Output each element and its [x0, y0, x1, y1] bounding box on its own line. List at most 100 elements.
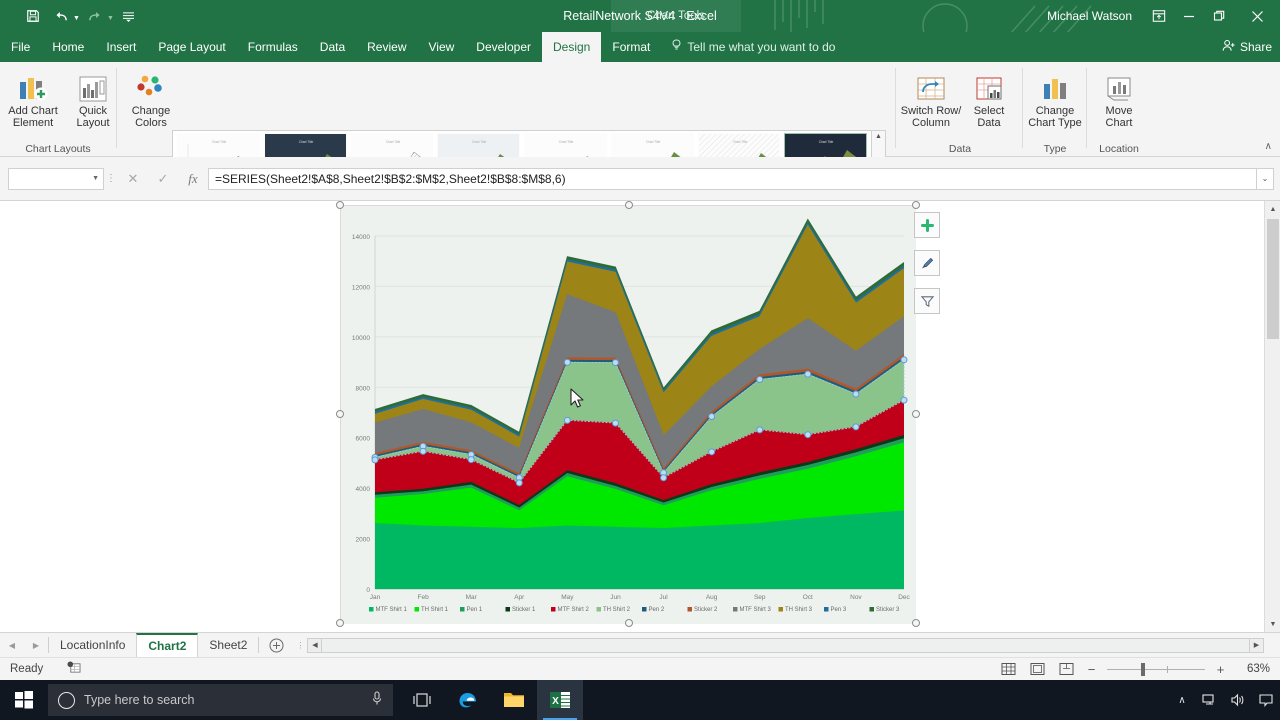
search-box[interactable]: Type here to search	[48, 684, 393, 716]
status-bar-right: − + 63%	[998, 660, 1274, 678]
add-chart-element-button[interactable]: Add Chart Element	[2, 68, 64, 140]
scroll-down-icon[interactable]: ▼	[1269, 620, 1277, 628]
tab-review[interactable]: Review	[367, 40, 407, 54]
sheet-tab-separator-2	[258, 637, 260, 653]
tab-file[interactable]: File	[11, 40, 31, 54]
svg-text:6000: 6000	[356, 436, 371, 443]
svg-text:14000: 14000	[352, 234, 370, 241]
zoom-slider-midpoint	[1167, 665, 1168, 673]
tab-formulas[interactable]: Formulas	[247, 40, 298, 54]
tab-developer[interactable]: Developer	[476, 40, 531, 54]
quick-layout-button[interactable]: Quick Layout	[62, 68, 124, 140]
change-colors-button[interactable]: Change Colors	[120, 68, 182, 140]
chart-plot[interactable]: 0 2000 4000 6000 8000 10000 12000 14000 Jan Feb Ma…	[341, 206, 916, 624]
hscroll-right-icon[interactable]: ▶	[1249, 637, 1264, 653]
selection-handle-tl[interactable]	[336, 201, 344, 209]
svg-text:4000: 4000	[356, 486, 371, 493]
zoom-in-button[interactable]: +	[1216, 661, 1225, 677]
horizontal-scroll-track[interactable]	[322, 637, 1249, 653]
sheet-tab-chart2[interactable]: Chart2	[136, 632, 199, 658]
collapse-ribbon-icon[interactable]: ∧	[1264, 141, 1272, 152]
task-view-icon[interactable]	[399, 680, 445, 720]
action-center-icon[interactable]	[1252, 680, 1280, 720]
zoom-out-button[interactable]: −	[1087, 661, 1096, 677]
sheet-tab-locationinfo[interactable]: LocationInfo	[60, 638, 126, 652]
sheet-tab-sheet2[interactable]: Sheet2	[209, 638, 248, 652]
tab-insert[interactable]: Insert	[106, 40, 137, 54]
tell-me-box[interactable]: Tell me what you want to do	[661, 32, 845, 62]
redo-icon[interactable]	[82, 3, 108, 29]
selection-handle-ml[interactable]	[336, 410, 344, 418]
vertical-scrollbar[interactable]: ▲ ▼	[1264, 201, 1280, 632]
microphone-icon[interactable]	[371, 691, 383, 709]
change-chart-type-button[interactable]: Change Chart Type	[1024, 68, 1086, 140]
chart-object[interactable]: Chart Title 0200040006000800010000120001…	[336, 201, 940, 627]
formula-input[interactable]: =SERIES(Sheet2!$A$8,Sheet2!$B$2:$M$2,She…	[208, 167, 1256, 190]
sheet-nav-first-icon[interactable]: ◀	[8, 640, 16, 650]
chart-filters-button[interactable]	[914, 288, 940, 314]
chart-styles-button[interactable]	[914, 250, 940, 276]
zoom-level-label[interactable]: 63%	[1246, 663, 1270, 675]
scroll-up-icon[interactable]: ▲	[1269, 205, 1277, 213]
tab-format[interactable]: Format	[612, 40, 651, 54]
selection-handle-bc[interactable]	[625, 619, 633, 627]
redo-dropdown-icon[interactable]: ▼	[106, 14, 114, 22]
svg-text:Sticker 1: Sticker 1	[512, 607, 536, 613]
chart-elements-button[interactable]	[914, 212, 940, 238]
undo-dropdown-icon[interactable]: ▼	[73, 14, 80, 22]
selection-handle-tr[interactable]	[912, 201, 920, 209]
normal-view-button[interactable]	[998, 660, 1018, 678]
zoom-slider[interactable]	[1107, 662, 1205, 676]
close-icon[interactable]	[1234, 0, 1280, 32]
cancel-formula-icon[interactable]: ✕	[127, 170, 139, 186]
insert-function-icon[interactable]: fx	[188, 170, 198, 186]
gallery-scroll-up-icon[interactable]: ▲	[875, 133, 882, 140]
hscroll-left-icon[interactable]: ◀	[307, 637, 323, 653]
expand-formula-bar-icon[interactable]: ⌄	[1256, 167, 1274, 190]
enter-formula-icon[interactable]: ✓	[157, 170, 169, 186]
switch-row-column-button[interactable]: Switch Row/ Column	[900, 68, 962, 140]
tab-view[interactable]: View	[428, 40, 455, 54]
sheet-nav-last-icon[interactable]: ▶	[32, 640, 40, 650]
ribbon-display-options-icon[interactable]	[1144, 0, 1174, 32]
excel-icon[interactable]: X	[537, 680, 583, 720]
macro-record-icon[interactable]	[67, 661, 81, 677]
tab-design[interactable]: Design	[542, 32, 602, 62]
minimize-icon[interactable]	[1174, 0, 1204, 32]
svg-text:Chart Title: Chart Title	[298, 140, 313, 144]
name-box-dropdown-icon[interactable]: ▼	[92, 175, 99, 182]
tab-home[interactable]: Home	[52, 40, 85, 54]
page-layout-view-button[interactable]	[1027, 660, 1047, 678]
page-break-preview-button[interactable]	[1056, 660, 1076, 678]
tab-data[interactable]: Data	[319, 40, 346, 54]
edge-icon[interactable]	[445, 680, 491, 720]
zoom-slider-thumb[interactable]	[1141, 662, 1145, 676]
add-sheet-button[interactable]	[259, 638, 293, 653]
select-data-button[interactable]: Select Data	[958, 68, 1020, 140]
horizontal-scroll-grip[interactable]: ⋮	[296, 640, 305, 650]
file-explorer-icon[interactable]	[491, 680, 537, 720]
show-hidden-icons-icon[interactable]: ∧	[1178, 694, 1186, 706]
move-chart-button[interactable]: Move Chart	[1088, 68, 1150, 140]
select-data-icon	[975, 72, 1003, 102]
selection-handle-mr[interactable]	[912, 410, 920, 418]
save-icon[interactable]	[20, 3, 46, 29]
vertical-scroll-thumb[interactable]	[1267, 219, 1279, 339]
selection-handle-bl[interactable]	[336, 619, 344, 627]
selection-handle-tc[interactable]	[625, 201, 633, 209]
customize-qat-icon[interactable]	[116, 3, 142, 29]
share-button[interactable]: Share	[1222, 32, 1272, 62]
sheet-nav-buttons[interactable]: ◀ ▶	[0, 641, 48, 650]
svg-text:Feb: Feb	[417, 594, 429, 601]
volume-icon[interactable]	[1224, 680, 1252, 720]
network-icon[interactable]	[1196, 680, 1224, 720]
switch-row-column-icon	[916, 72, 946, 102]
start-button[interactable]	[0, 680, 48, 720]
restore-icon[interactable]	[1204, 0, 1234, 32]
name-box[interactable]: ▼	[8, 167, 104, 190]
account-name[interactable]: Michael Watson	[1047, 9, 1132, 23]
selection-handle-br[interactable]	[912, 619, 920, 627]
tab-page-layout[interactable]: Page Layout	[158, 40, 226, 54]
undo-icon[interactable]	[48, 3, 74, 29]
